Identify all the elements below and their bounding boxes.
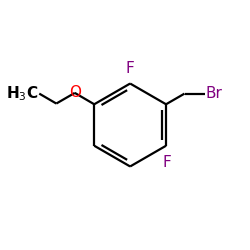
Text: F: F — [163, 155, 172, 170]
Text: O: O — [69, 86, 81, 100]
Text: F: F — [126, 61, 134, 76]
Text: H$_3$C: H$_3$C — [6, 84, 38, 103]
Text: Br: Br — [206, 86, 222, 101]
